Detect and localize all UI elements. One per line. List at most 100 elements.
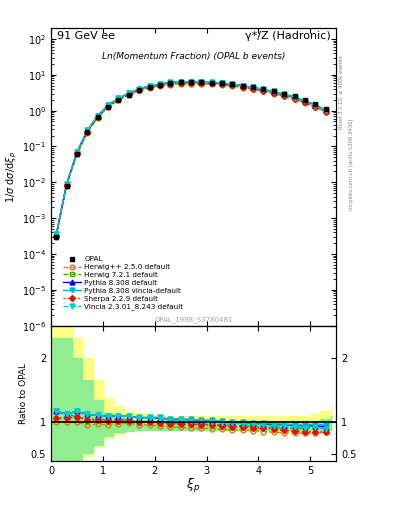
Sherpa 2.2.9 default <box>85 129 90 135</box>
Herwig++ 2.5.0 default <box>199 81 204 87</box>
Pythia 8.308 default <box>209 79 214 86</box>
Herwig++ 2.5.0 default <box>241 84 245 91</box>
Pythia 8.308 default <box>95 113 100 119</box>
Herwig 7.2.1 default <box>106 103 110 109</box>
Pythia 8.308 default <box>241 82 245 89</box>
Pythia 8.308 vincia-default <box>127 90 131 96</box>
OPAL <box>95 114 100 120</box>
Pythia 8.308 default <box>158 81 162 87</box>
Herwig 7.2.1 default <box>230 82 235 88</box>
Sherpa 2.2.9 default <box>75 150 79 156</box>
Pythia 8.308 default <box>64 181 69 187</box>
Herwig 7.2.1 default <box>282 92 286 98</box>
Sherpa 2.2.9 default <box>230 82 235 88</box>
Line: Pythia 8.308 default: Pythia 8.308 default <box>54 79 328 237</box>
Sherpa 2.2.9 default <box>137 87 141 93</box>
OPAL <box>230 81 235 87</box>
Herwig++ 2.5.0 default <box>127 92 131 98</box>
Vincia 2.3.01_8.243 default <box>189 79 193 85</box>
Line: Herwig++ 2.5.0 default: Herwig++ 2.5.0 default <box>54 81 328 239</box>
OPAL <box>282 91 286 97</box>
Pythia 8.308 default <box>303 98 307 104</box>
Herwig++ 2.5.0 default <box>64 183 69 189</box>
Herwig 7.2.1 default <box>272 90 276 96</box>
Pythia 8.308 vincia-default <box>147 83 152 89</box>
OPAL <box>127 92 131 98</box>
Pythia 8.308 vincia-default <box>116 95 121 101</box>
Herwig 7.2.1 default <box>64 181 69 187</box>
Sherpa 2.2.9 default <box>220 81 224 87</box>
Herwig 7.2.1 default <box>241 83 245 90</box>
Sherpa 2.2.9 default <box>282 93 286 99</box>
Sherpa 2.2.9 default <box>313 104 318 110</box>
Pythia 8.308 vincia-default <box>106 102 110 108</box>
Herwig++ 2.5.0 default <box>168 81 173 88</box>
Herwig++ 2.5.0 default <box>313 104 318 110</box>
Herwig++ 2.5.0 default <box>54 234 59 240</box>
Pythia 8.308 vincia-default <box>75 149 79 155</box>
Herwig++ 2.5.0 default <box>106 104 110 110</box>
Vincia 2.3.01_8.243 default <box>54 231 59 238</box>
Herwig 7.2.1 default <box>168 80 173 87</box>
Vincia 2.3.01_8.243 default <box>178 79 183 85</box>
Herwig 7.2.1 default <box>137 87 141 93</box>
Pythia 8.308 default <box>199 79 204 85</box>
OPAL <box>168 80 173 87</box>
Line: Herwig 7.2.1 default: Herwig 7.2.1 default <box>54 80 328 237</box>
Herwig 7.2.1 default <box>158 82 162 88</box>
Herwig++ 2.5.0 default <box>323 109 328 115</box>
Herwig 7.2.1 default <box>85 129 90 135</box>
Pythia 8.308 vincia-default <box>54 231 59 238</box>
Pythia 8.308 default <box>189 79 193 85</box>
Vincia 2.3.01_8.243 default <box>230 81 235 88</box>
Herwig++ 2.5.0 default <box>292 96 297 102</box>
Vincia 2.3.01_8.243 default <box>147 83 152 89</box>
Pythia 8.308 default <box>116 95 121 101</box>
Herwig++ 2.5.0 default <box>220 82 224 88</box>
Pythia 8.308 default <box>147 83 152 89</box>
Pythia 8.308 vincia-default <box>313 102 318 108</box>
OPAL <box>189 79 193 86</box>
Herwig 7.2.1 default <box>95 114 100 120</box>
Text: OPAL_1998_S3780481: OPAL_1998_S3780481 <box>154 316 233 323</box>
OPAL <box>292 93 297 99</box>
Herwig 7.2.1 default <box>303 98 307 104</box>
OPAL <box>158 82 162 88</box>
Vincia 2.3.01_8.243 default <box>158 81 162 87</box>
Line: Vincia 2.3.01_8.243 default: Vincia 2.3.01_8.243 default <box>54 79 328 237</box>
Sherpa 2.2.9 default <box>323 109 328 115</box>
Sherpa 2.2.9 default <box>54 233 59 239</box>
Pythia 8.308 default <box>292 94 297 100</box>
Pythia 8.308 default <box>272 89 276 95</box>
Pythia 8.308 default <box>178 79 183 85</box>
Pythia 8.308 vincia-default <box>303 98 307 104</box>
Vincia 2.3.01_8.243 default <box>137 86 141 92</box>
Herwig++ 2.5.0 default <box>251 87 255 93</box>
Pythia 8.308 default <box>137 86 141 92</box>
Vincia 2.3.01_8.243 default <box>75 149 79 155</box>
OPAL <box>251 84 255 90</box>
Pythia 8.308 default <box>75 149 79 155</box>
OPAL <box>220 80 224 87</box>
Pythia 8.308 vincia-default <box>220 80 224 86</box>
OPAL <box>303 97 307 103</box>
Sherpa 2.2.9 default <box>95 114 100 120</box>
Pythia 8.308 default <box>230 81 235 87</box>
Vincia 2.3.01_8.243 default <box>85 127 90 134</box>
Legend: OPAL, Herwig++ 2.5.0 default, Herwig 7.2.1 default, Pythia 8.308 default, Pythia: OPAL, Herwig++ 2.5.0 default, Herwig 7.2… <box>61 253 186 313</box>
Sherpa 2.2.9 default <box>303 99 307 105</box>
Pythia 8.308 vincia-default <box>323 107 328 113</box>
Pythia 8.308 default <box>168 79 173 86</box>
Vincia 2.3.01_8.243 default <box>64 181 69 187</box>
Sherpa 2.2.9 default <box>64 182 69 188</box>
OPAL <box>323 106 328 112</box>
Herwig++ 2.5.0 default <box>230 83 235 89</box>
Herwig++ 2.5.0 default <box>189 80 193 87</box>
Herwig++ 2.5.0 default <box>137 88 141 94</box>
Pythia 8.308 vincia-default <box>230 81 235 87</box>
Pythia 8.308 vincia-default <box>282 91 286 97</box>
Herwig 7.2.1 default <box>116 96 121 102</box>
Pythia 8.308 vincia-default <box>137 86 141 92</box>
Line: Pythia 8.308 vincia-default: Pythia 8.308 vincia-default <box>54 79 328 237</box>
Herwig++ 2.5.0 default <box>209 81 214 88</box>
